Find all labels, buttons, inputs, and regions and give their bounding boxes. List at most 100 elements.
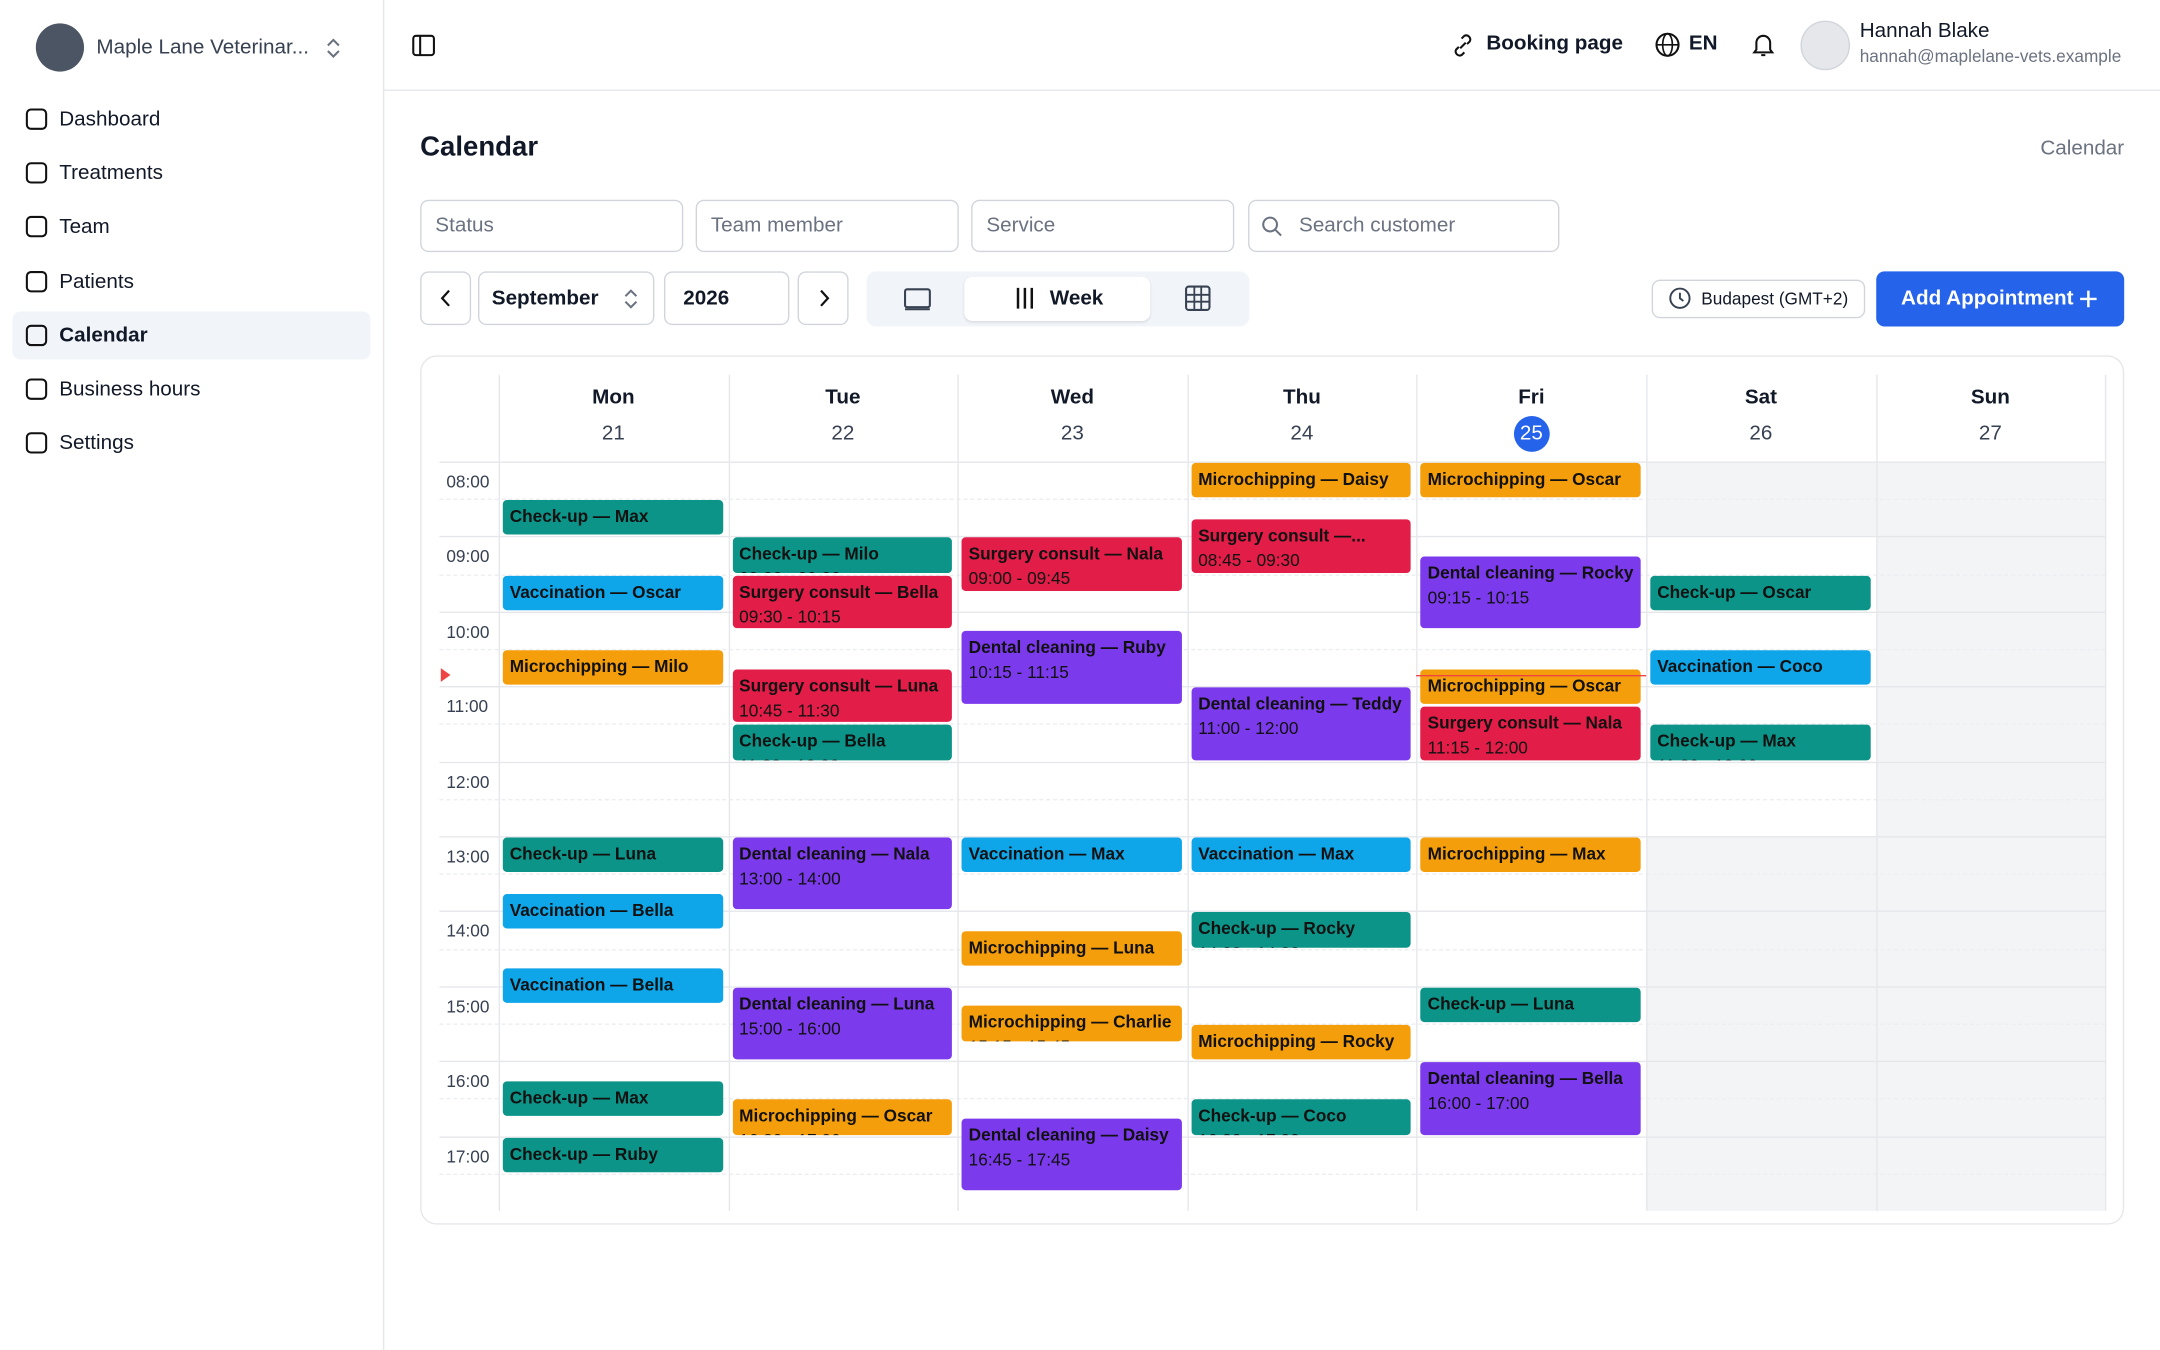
- appointment[interactable]: Vaccination — Bella 13:45 - 14:15: [502, 893, 723, 929]
- appointment-time: 10:30 - 11:00: [1657, 682, 1757, 685]
- appointment[interactable]: Vaccination — Coco 10:30 - 11:00: [1650, 650, 1871, 685]
- appointment[interactable]: Surgery consult — Bella 09:30 - 10:15: [732, 575, 953, 629]
- year-input[interactable]: 2026: [663, 271, 790, 326]
- hour-label: 12:00: [446, 772, 490, 792]
- appointment[interactable]: Dental cleaning — Nala 13:00 - 14:00: [732, 837, 953, 910]
- appointment-time: 16:30 - 17:00: [1198, 1132, 1299, 1135]
- next-week[interactable]: [797, 271, 849, 326]
- day-name: Wed: [1050, 385, 1095, 410]
- appointment[interactable]: Microchipping — Oscar 10:45 - 11:15: [1420, 668, 1641, 704]
- appointment-title: Check-up — Oscar: [1657, 582, 1812, 602]
- nav-item[interactable]: Team: [12, 203, 370, 251]
- appointment[interactable]: Microchipping — Charlie 15:15 - 15:45: [961, 1006, 1182, 1041]
- appointment[interactable]: Microchipping — Luna 14:15 - 14:45: [961, 931, 1182, 966]
- team-filter[interactable]: Team member: [695, 199, 959, 253]
- nav-item[interactable]: Settings: [12, 419, 370, 467]
- appointment-title: Microchipping — Daisy: [1198, 469, 1389, 490]
- appointment-title: Check-up — Bella: [739, 732, 886, 752]
- day-view[interactable]: [904, 285, 932, 311]
- appointment[interactable]: Microchipping — Oscar 16:30 - 17:00: [732, 1099, 953, 1135]
- appointment[interactable]: Vaccination — Max 13:00 - 13:30: [961, 837, 1182, 873]
- appointment[interactable]: Microchipping — Max 13:00 - 13:30: [1420, 837, 1641, 873]
- appointment-time: 14:00 - 14:30: [1198, 944, 1299, 947]
- appointment-title: Check-up — Ruby: [509, 1144, 658, 1164]
- booking-page[interactable]: Booking page: [1486, 31, 1623, 56]
- appointment-title: Microchipping — Milo: [509, 657, 689, 677]
- appointment-time: 16:30 - 17:00: [739, 1132, 840, 1135]
- appointment[interactable]: Vaccination — Oscar 09:30 - 10:00: [502, 575, 723, 610]
- appointment-time: 11:30 - 12:00: [739, 757, 839, 760]
- appointment[interactable]: Check-up — Bella 11:30 - 12:00: [732, 725, 953, 760]
- language[interactable]: EN: [1688, 31, 1718, 56]
- nav-item[interactable]: Treatments: [12, 149, 370, 197]
- add-appointment[interactable]: Add Appointment: [1876, 271, 2125, 327]
- appointment-title: Vaccination — Max: [1198, 844, 1355, 864]
- timezone[interactable]: Budapest (GMT+2): [1651, 279, 1866, 319]
- appointment-title: Vaccination — Oscar: [509, 582, 682, 602]
- org-switch[interactable]: [325, 37, 342, 59]
- appointment[interactable]: Surgery consult — Luna 10:45 - 11:30: [732, 668, 953, 723]
- appointment[interactable]: Surgery consult —... 08:45 - 09:30: [1191, 519, 1412, 573]
- appointment[interactable]: Check-up — Max 11:30 - 12:00: [1650, 725, 1871, 760]
- appointment[interactable]: Check-up — Luna 13:00 - 13:30: [502, 837, 723, 873]
- appointment[interactable]: Surgery consult — Nala 11:15 - 12:00: [1420, 706, 1641, 760]
- appointment[interactable]: Microchipping — Daisy 08:00 - 08:30: [1191, 462, 1412, 498]
- appointment-title: Dental cleaning — Rocky: [1427, 563, 1634, 583]
- appointment[interactable]: Dental cleaning — Bella 16:00 - 17:00: [1420, 1062, 1641, 1135]
- nav-item[interactable]: Calendar: [12, 311, 371, 360]
- appointment[interactable]: Dental cleaning — Teddy 11:00 - 12:00: [1191, 687, 1412, 760]
- appointment-title: Vaccination — Bella: [509, 975, 674, 995]
- nav-item[interactable]: Dashboard: [12, 95, 370, 143]
- appointment[interactable]: Check-up — Max 16:15 - 16:45: [502, 1081, 723, 1116]
- nav-item[interactable]: Business hours: [12, 365, 370, 413]
- appointment[interactable]: Check-up — Rocky 14:00 - 14:30: [1191, 912, 1412, 948]
- hour-label: 17:00: [446, 1146, 490, 1167]
- day-name: Thu: [1282, 385, 1321, 410]
- appointment[interactable]: Vaccination — Bella 14:45 - 15:15: [502, 968, 723, 1004]
- hour-label: 14:00: [446, 922, 490, 942]
- month-view[interactable]: [1185, 285, 1211, 311]
- appointment[interactable]: Vaccination — Max 13:00 - 13:30: [1191, 837, 1412, 873]
- nav-item[interactable]: Patients: [12, 257, 370, 305]
- appointment-time: 09:00 - 09:30: [739, 569, 840, 572]
- avatar[interactable]: [1800, 20, 1851, 71]
- breadcrumb[interactable]: Calendar: [2040, 136, 2125, 160]
- prev-week[interactable]: [420, 271, 472, 326]
- hour-label: 16:00: [446, 1071, 490, 1092]
- appointment[interactable]: Check-up — Luna 15:00 - 15:30: [1420, 987, 1641, 1023]
- appointment[interactable]: Check-up — Max 08:30 - 09:00: [502, 500, 723, 536]
- service-filter[interactable]: Service: [971, 199, 1235, 253]
- appointment[interactable]: Surgery consult — Nala 09:00 - 09:45: [961, 537, 1182, 592]
- appointment-time: 08:30 - 09:00: [510, 532, 611, 535]
- appointment-time: 08:00 - 08:30: [1428, 495, 1529, 498]
- appointment[interactable]: Check-up — Coco 16:30 - 17:00: [1191, 1099, 1412, 1135]
- appointment-time: 09:30 - 10:15: [739, 606, 841, 627]
- appointment[interactable]: Check-up — Oscar 09:30 - 10:00: [1650, 575, 1871, 610]
- appointment[interactable]: Check-up — Milo 09:00 - 09:30: [732, 537, 953, 573]
- org-name[interactable]: Maple Lane Veterinar...: [96, 35, 309, 60]
- appointment[interactable]: Dental cleaning — Daisy 16:45 - 17:45: [961, 1118, 1182, 1191]
- appointment[interactable]: Dental cleaning — Rocky 09:15 - 10:15: [1420, 556, 1641, 629]
- appointment-title: Check-up — Coco: [1198, 1106, 1347, 1126]
- appointment-title: Microchipping — Charlie: [968, 1013, 1172, 1033]
- week-view[interactable]: [964, 276, 1151, 321]
- appointment[interactable]: Check-up — Ruby 17:00 - 17:30: [502, 1137, 723, 1172]
- appointment-time: 11:00 - 12:00: [1198, 719, 1299, 739]
- half-line: [439, 948, 2106, 950]
- hour-label: 09:00: [446, 547, 490, 567]
- status-filter[interactable]: Status: [420, 199, 684, 253]
- appointment[interactable]: Dental cleaning — Ruby 10:15 - 11:15: [961, 631, 1182, 704]
- appointment-title: Check-up — Max: [1657, 732, 1796, 752]
- month-select[interactable]: September: [478, 271, 655, 326]
- appointment[interactable]: Microchipping — Rocky 15:30 - 16:00: [1191, 1024, 1412, 1060]
- sidebar-toggle[interactable]: [412, 34, 435, 57]
- customer-search[interactable]: Search customer: [1248, 199, 1560, 253]
- appointment[interactable]: Dental cleaning — Luna 15:00 - 16:00: [732, 987, 953, 1060]
- hour-label: 15:00: [446, 997, 490, 1017]
- appointment-title: Check-up — Luna: [1427, 994, 1575, 1014]
- appointment[interactable]: Microchipping — Oscar 08:00 - 08:30: [1420, 462, 1641, 498]
- day-name: Sun: [1970, 385, 2010, 410]
- half-line: [439, 498, 2106, 501]
- appointment[interactable]: Microchipping — Milo 10:30 - 11:00: [502, 650, 723, 685]
- bell-icon[interactable]: [1751, 32, 1776, 58]
